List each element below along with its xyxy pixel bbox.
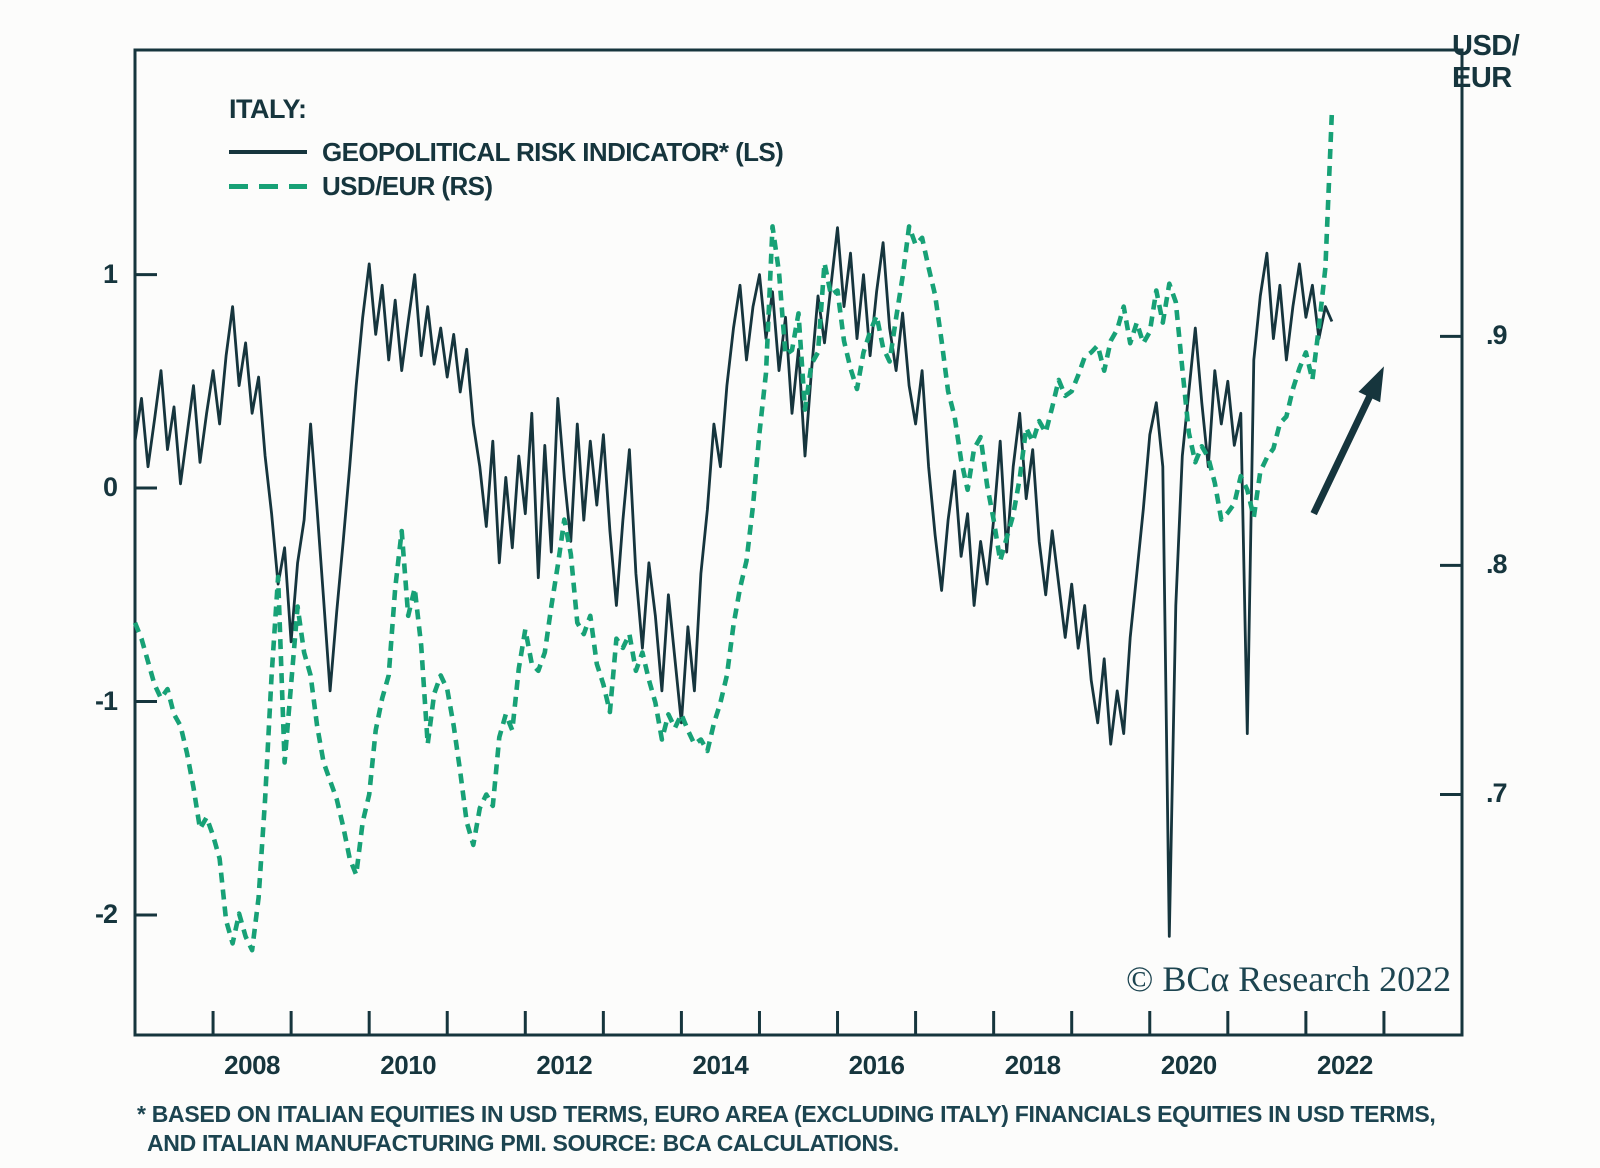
left-axis-tick-label: -2 (94, 899, 118, 930)
x-axis-year-label: 2012 (536, 1050, 593, 1080)
left-axis-tick-label: 0 (102, 472, 118, 503)
gpr-line-series (133, 226, 1334, 938)
left-axis-tick-label: 1 (102, 258, 118, 289)
footnote-line2: AND ITALIAN MANUFACTURING PMI. SOURCE: B… (147, 1130, 899, 1156)
usdeur-line-series (132, 111, 1335, 953)
legend-item-label: USD/EUR (RS) (322, 170, 493, 201)
x-axis-year-label: 2018 (1004, 1050, 1061, 1080)
x-axis-year-label: 2010 (380, 1050, 437, 1080)
legend-title: ITALY: (229, 94, 307, 124)
legend-item-usdeur: USD/EUR (RS) (229, 169, 783, 203)
trend-arrow-head (1358, 366, 1384, 403)
trend-arrow-shaft (1310, 388, 1376, 516)
right-axis-title-line2: EUR (1452, 62, 1512, 94)
plot-border (133, 48, 1464, 1037)
x-axis-year-label: 2008 (224, 1050, 280, 1080)
x-axis-year-label: 2016 (848, 1050, 905, 1080)
solid-line-swatch (229, 150, 307, 154)
footnote-line1: * BASED ON ITALIAN EQUITIES IN USD TERMS… (137, 1101, 1436, 1127)
dashed-line-swatch (229, 183, 307, 189)
legend-item-label: GEOPOLITICAL RISK INDICATOR* (LS) (322, 136, 784, 167)
right-axis-title: USD/ EUR (1452, 30, 1520, 94)
legend-item-gpr: GEOPOLITICAL RISK INDICATOR* (LS) (229, 135, 784, 169)
copyright-watermark: © BCα Research 2022 (1126, 959, 1452, 999)
footnote: * BASED ON ITALIAN EQUITIES IN USD TERMS… (137, 1100, 1436, 1158)
right-axis-tick-label: .9 (1486, 320, 1508, 351)
right-axis-title-line1: USD/ (1452, 30, 1520, 62)
x-axis-year-label: 2014 (692, 1050, 749, 1080)
right-axis-tick-label: .7 (1486, 778, 1508, 809)
right-axis-tick-label: .8 (1486, 549, 1508, 580)
left-axis-tick-label: -1 (94, 685, 118, 716)
x-axis-year-label: 2020 (1160, 1050, 1217, 1080)
legend: ITALY: GEOPOLITICAL RISK INDICATOR* (LS)… (229, 94, 784, 203)
x-axis-year-label: 2022 (1316, 1050, 1373, 1080)
